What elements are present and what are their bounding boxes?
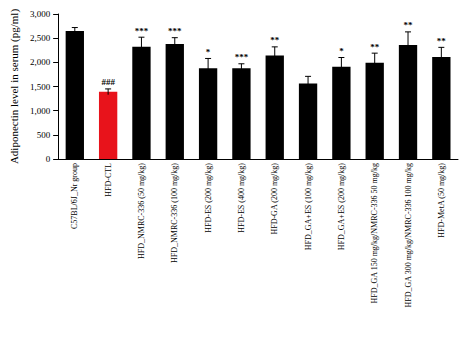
svg-text:0: 0 [46,154,51,164]
svg-text:500: 500 [37,130,51,140]
svg-text:**: ** [404,20,414,30]
svg-text:***: *** [235,52,249,62]
svg-text:HFD-GA (200 mg/kg): HFD-GA (200 mg/kg) [270,163,279,235]
svg-text:***: *** [135,26,149,36]
svg-text:HFD-ES (400 mg/kg): HFD-ES (400 mg/kg) [237,163,246,233]
svg-text:*: * [206,47,211,57]
svg-text:3,000: 3,000 [30,9,51,19]
svg-text:HFD_GA 150 mg/kg/NMRC-336 50 m: HFD_GA 150 mg/kg/NMRC-336 50 mg/kg [370,163,379,303]
svg-text:HFD-CTL: HFD-CTL [104,163,113,197]
svg-text:1,000: 1,000 [30,106,51,116]
svg-text:HFD-MetA (50 mg/kg): HFD-MetA (50 mg/kg) [437,163,446,238]
svg-text:HFD_GA 300 mg/kg/NMRC-336 100: HFD_GA 300 mg/kg/NMRC-336 100 mg/kg [404,163,413,307]
svg-text:HFD-ES (200 mg/kg): HFD-ES (200 mg/kg) [204,163,213,233]
svg-text:1,500: 1,500 [30,82,51,92]
svg-text:HFD_NMRC-336 (50 mg/kg): HFD_NMRC-336 (50 mg/kg) [137,163,146,259]
svg-text:**: ** [270,35,280,45]
svg-text:2,500: 2,500 [30,33,51,43]
svg-text:Adiponectin level in serum (pg: Adiponectin level in serum (pg/ml) [8,9,21,165]
svg-text:***: *** [168,26,182,36]
svg-text:C57BL/6J_Nr group: C57BL/6J_Nr group [70,163,79,229]
svg-text:HFD_GA+ES (200 mg/kg): HFD_GA+ES (200 mg/kg) [337,163,346,251]
svg-text:**: ** [370,42,380,52]
svg-text:HFD_GA+ES (100 mg/kg): HFD_GA+ES (100 mg/kg) [304,163,313,251]
svg-text:2,000: 2,000 [30,57,51,67]
svg-text:HFD_NMRC-336 (100 mg/kg): HFD_NMRC-336 (100 mg/kg) [170,163,179,263]
svg-text:*: * [339,46,344,56]
svg-text:###: ### [101,77,115,87]
svg-text:**: ** [437,36,447,46]
